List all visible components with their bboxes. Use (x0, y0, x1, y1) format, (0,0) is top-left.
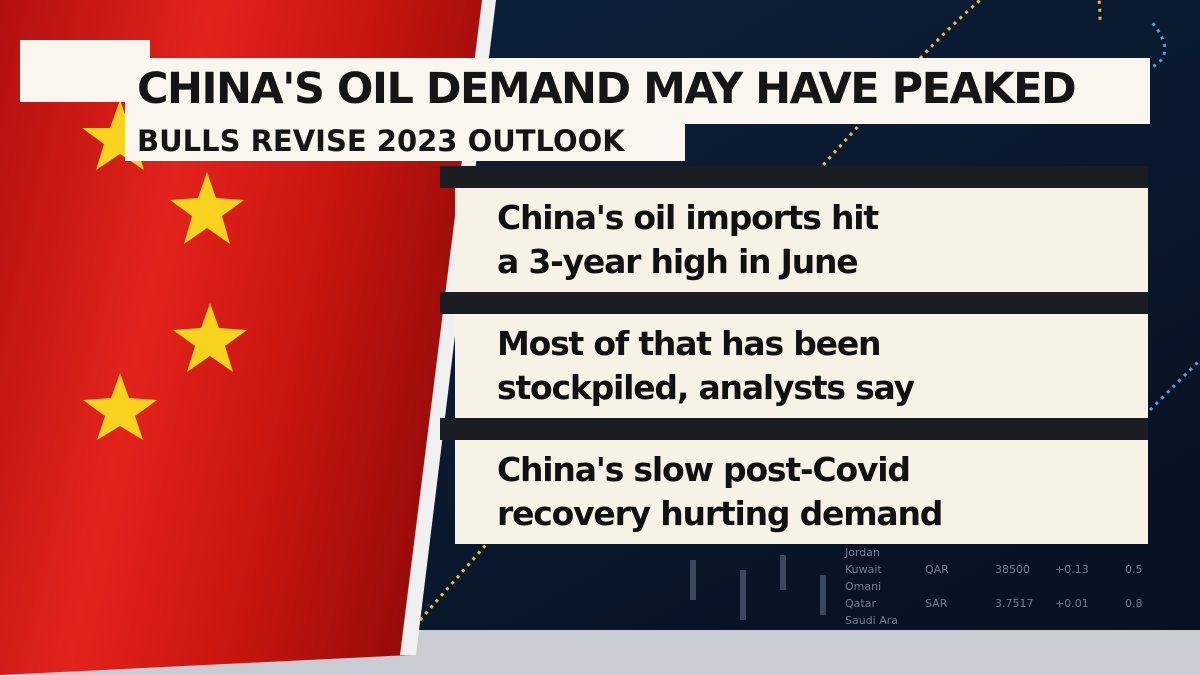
separator-bar (440, 166, 1148, 188)
board-row: Jordan (845, 546, 1165, 563)
board-cell: 0.8 (1125, 597, 1143, 610)
board-cell: Omani (845, 580, 882, 593)
board-cell: 3.7517 (995, 597, 1034, 610)
board-cell: +0.01 (1055, 597, 1089, 610)
headline-subtitle: BULLS REVISE 2023 OUTLOOK (137, 124, 625, 158)
background-board: Jordan Kuwait QAR 38500 +0.13 0.5 Omani Qatar SA… (845, 546, 1165, 631)
board-cell: +0.13 (1055, 563, 1089, 576)
bullet-box: Most of that has been stockpiled, analyst… (455, 314, 1148, 418)
board-row: Kuwait QAR 38500 +0.13 0.5 (845, 563, 1165, 580)
separator-bar (440, 292, 1148, 314)
board-cell: Kuwait (845, 563, 882, 576)
board-row: Omani (845, 580, 1165, 597)
board-cell: 0.5 (1125, 563, 1143, 576)
headline-title: CHINA'S OIL DEMAND MAY HAVE PEAKED (137, 64, 1077, 114)
subtitle-box: BULLS REVISE 2023 OUTLOOK (125, 121, 685, 161)
board-cell: Jordan (845, 546, 880, 559)
board-cell: Saudi Ara (845, 614, 899, 627)
separator-bar (440, 418, 1148, 440)
board-cell: 38500 (995, 563, 1030, 576)
headline-box: CHINA'S OIL DEMAND MAY HAVE PEAKED (125, 58, 1150, 124)
board-row: Qatar SAR 3.7517 +0.01 0.8 (845, 597, 1165, 614)
board-cell: QAR (925, 563, 949, 576)
board-cell: SAR (925, 597, 948, 610)
board-row: Saudi Ara (845, 614, 1165, 631)
bullet-text: stockpiled, analysts say (497, 368, 915, 407)
bullet-text: recovery hurting demand (497, 494, 943, 533)
bullet-text: China's oil imports hit (497, 198, 879, 237)
bullet-text: China's slow post-Covid (497, 450, 911, 489)
bullet-text: a 3-year high in June (497, 242, 859, 281)
bullet-box: China's oil imports hit a 3-year high in … (455, 188, 1148, 292)
bullet-text: Most of that has been (497, 324, 882, 363)
bullet-box: China's slow post-Covid recovery hurting … (455, 440, 1148, 544)
board-cell: Qatar (845, 597, 876, 610)
